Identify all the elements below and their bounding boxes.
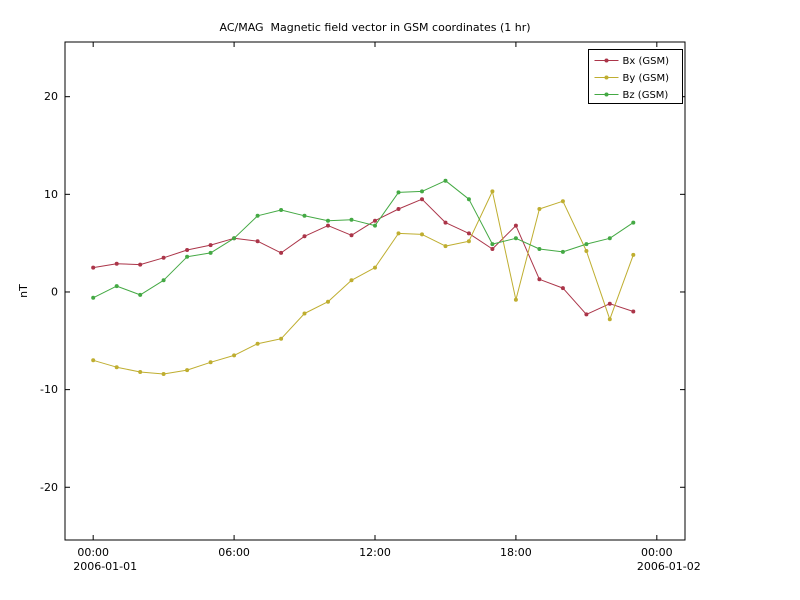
- series-marker-bx: [161, 255, 166, 260]
- series-marker-by: [466, 239, 471, 244]
- y-tick-label: 20: [44, 90, 58, 103]
- y-axis-label: nT: [17, 284, 30, 298]
- series-marker-by: [138, 370, 143, 374]
- series-marker-by: [91, 358, 96, 363]
- legend-marker-sample: [604, 92, 609, 97]
- series-marker-by: [560, 199, 565, 204]
- series-marker-bx: [513, 223, 518, 228]
- series-marker-bx: [466, 231, 471, 236]
- series-marker-by: [490, 189, 495, 194]
- x-tick-date-label: 2006-01-01: [73, 560, 137, 573]
- legend-label: By (GSM): [623, 73, 670, 84]
- series-marker-bx: [420, 197, 424, 202]
- series-marker-bz: [373, 223, 377, 228]
- series-marker-bz: [584, 242, 589, 247]
- series-marker-bz: [208, 250, 213, 255]
- series-marker-bx: [584, 312, 589, 317]
- series-marker-bz: [607, 236, 612, 241]
- series-marker-bz: [114, 284, 119, 289]
- y-tick-label: -20: [40, 481, 58, 494]
- x-tick-label: 12:00: [359, 546, 391, 559]
- series-marker-by: [443, 244, 448, 249]
- series-marker-bx: [91, 265, 96, 270]
- series-marker-bz: [513, 236, 518, 241]
- x-tick-label: 00:00: [641, 546, 673, 559]
- series-marker-bz: [279, 208, 284, 212]
- series-marker-by: [607, 317, 612, 322]
- legend-label: Bz (GSM): [623, 90, 669, 101]
- x-tick-label: 06:00: [218, 546, 250, 559]
- series-marker-by: [373, 265, 377, 270]
- legend-marker-sample: [604, 58, 609, 63]
- series-marker-by: [584, 249, 589, 253]
- series-marker-by: [396, 231, 401, 236]
- series-marker-by: [631, 252, 636, 257]
- series-marker-bx: [560, 286, 565, 291]
- series-marker-bz: [185, 254, 190, 259]
- series-marker-by: [513, 297, 518, 302]
- series-marker-bz: [443, 178, 448, 183]
- series-marker-bx: [302, 234, 307, 239]
- series-marker-bz: [420, 189, 424, 194]
- series-marker-bx: [326, 223, 330, 228]
- y-tick-label: 10: [44, 188, 58, 201]
- series-line-by: [93, 190, 634, 375]
- series-marker-bz: [161, 278, 166, 283]
- y-tick-label: -10: [40, 383, 58, 396]
- series-marker-by: [208, 360, 213, 365]
- series-marker-by: [114, 365, 119, 370]
- series-marker-bz: [396, 190, 401, 195]
- series-marker-by: [161, 372, 166, 376]
- series-marker-bx: [537, 277, 542, 282]
- series-line-bz: [92, 180, 634, 299]
- chart-title: AC/MAG Magnetic field vector in GSM coor…: [219, 21, 530, 34]
- series-marker-bx: [114, 261, 119, 266]
- x-tick-date-label: 2006-01-02: [637, 560, 701, 573]
- series-marker-bz: [466, 197, 471, 202]
- x-tick-label: 18:00: [500, 546, 532, 559]
- series-marker-bx: [349, 233, 354, 238]
- series-marker-by: [255, 341, 260, 346]
- series-marker-bx: [255, 239, 260, 244]
- series-marker-bz: [138, 292, 143, 297]
- series-marker-by: [537, 207, 542, 211]
- y-tick-label: 0: [51, 285, 58, 298]
- series-marker-by: [232, 353, 237, 358]
- series-marker-bx: [185, 248, 190, 252]
- series-marker-by: [326, 299, 330, 304]
- series-marker-bz: [490, 242, 495, 247]
- x-tick-label: 00:00: [77, 546, 109, 559]
- series-marker-bx: [373, 218, 377, 223]
- series-marker-bz: [326, 218, 330, 223]
- series-marker-bx: [396, 207, 401, 211]
- series-marker-bz: [232, 236, 237, 241]
- series-marker-by: [279, 336, 284, 341]
- series-marker-bz: [302, 213, 307, 218]
- legend-label: Bx (GSM): [623, 56, 670, 67]
- series-marker-by: [349, 278, 354, 283]
- series-marker-bx: [279, 250, 284, 255]
- series-marker-bz: [91, 295, 96, 300]
- series-line-bx: [93, 198, 634, 315]
- plot-frame: [64, 41, 686, 541]
- series-marker-by: [185, 368, 190, 373]
- series-marker-bz: [537, 247, 542, 251]
- series-marker-bx: [443, 220, 448, 225]
- series-marker-bx: [607, 301, 612, 306]
- series-marker-by: [302, 311, 307, 316]
- series-marker-bx: [138, 262, 143, 267]
- series-marker-bz: [560, 249, 565, 254]
- series-marker-by: [420, 232, 424, 237]
- series-marker-bx: [631, 309, 636, 314]
- series-marker-bx: [490, 247, 495, 251]
- series-marker-bz: [349, 217, 354, 222]
- series-marker-bz: [631, 220, 636, 225]
- legend-marker-sample: [604, 75, 609, 80]
- series-marker-bz: [255, 213, 260, 218]
- series-marker-bx: [208, 243, 213, 248]
